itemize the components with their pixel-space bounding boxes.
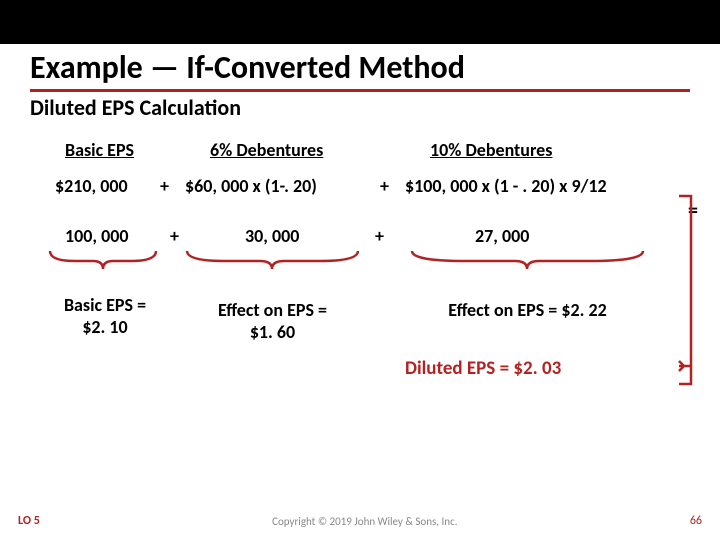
top-black-bar bbox=[0, 0, 720, 44]
brace-icon bbox=[48, 249, 158, 271]
brace-icon bbox=[185, 249, 360, 271]
denominator-6pct: 30, 000 bbox=[245, 225, 299, 247]
plus-sign: + bbox=[170, 225, 179, 247]
header-basic-eps: Basic EPS bbox=[65, 139, 134, 161]
bracket-icon bbox=[677, 194, 695, 389]
calculation-area: Basic EPS 6% Debentures 10% Debentures $… bbox=[30, 139, 690, 399]
result-6pct-line1: Effect on EPS = bbox=[218, 299, 327, 321]
result-basic-eps: Basic EPS = $2. 10 bbox=[50, 294, 160, 338]
slide-subtitle: Diluted EPS Calculation bbox=[30, 94, 690, 121]
brace-icon bbox=[410, 249, 645, 271]
learning-objective-label: LO 5 bbox=[18, 514, 40, 528]
numerator-10pct: $100, 000 x (1 - . 20) x 9/12 bbox=[405, 175, 665, 197]
plus-sign: + bbox=[160, 175, 169, 197]
header-10pct-debentures: 10% Debentures bbox=[430, 139, 552, 161]
numerator-basic: $210, 000 bbox=[55, 175, 128, 197]
plus-sign: + bbox=[380, 175, 389, 197]
result-10pct-effect: Effect on EPS = $2. 22 bbox=[410, 299, 645, 321]
result-basic-line1: Basic EPS = bbox=[64, 294, 146, 316]
slide-content: Example — If-Converted Method Diluted EP… bbox=[0, 48, 720, 399]
result-6pct-line2: $1. 60 bbox=[250, 321, 295, 343]
numerator-6pct: $60, 000 x (1-. 20) bbox=[185, 175, 317, 197]
copyright-text: Copyright © 2019 John Wiley & Sons, Inc. bbox=[40, 515, 690, 528]
plus-sign: + bbox=[375, 225, 384, 247]
result-basic-line2: $2. 10 bbox=[82, 316, 127, 338]
result-6pct-effect: Effect on EPS = $1. 60 bbox=[185, 299, 360, 343]
diluted-eps-result: Diluted EPS = $2. 03 bbox=[405, 357, 561, 380]
page-number: 66 bbox=[690, 514, 702, 528]
denominator-10pct: 27, 000 bbox=[475, 225, 529, 247]
slide-title: Example — If-Converted Method bbox=[30, 48, 690, 92]
denominator-basic: 100, 000 bbox=[65, 225, 128, 247]
footer: LO 5 Copyright © 2019 John Wiley & Sons,… bbox=[0, 514, 720, 528]
header-6pct-debentures: 6% Debentures bbox=[210, 139, 323, 161]
